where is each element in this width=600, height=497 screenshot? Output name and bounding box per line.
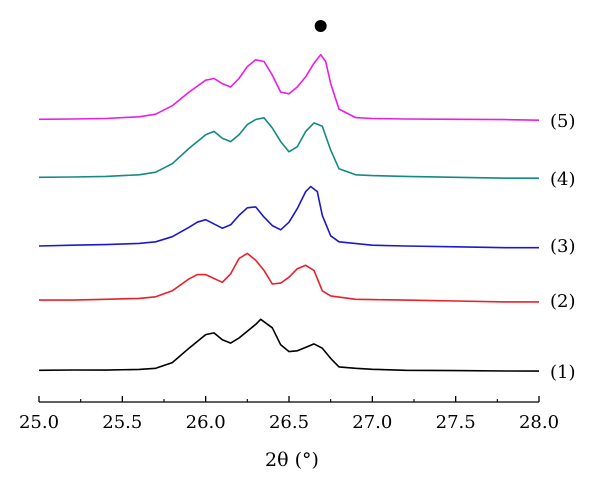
x-axis-title: 2θ (°)	[265, 449, 319, 471]
series-line-5	[38, 53, 540, 121]
x-tick-label-1: 25.5	[102, 412, 142, 433]
series-label-2: (2)	[550, 291, 576, 312]
x-tick-label-3: 26.5	[269, 412, 309, 433]
x-tick-label-2: 26.0	[186, 412, 226, 433]
series-line-1	[38, 318, 540, 372]
series-line-4	[38, 117, 539, 179]
series-label-5: (5)	[550, 111, 576, 132]
series-label-1: (1)	[550, 362, 576, 383]
series-line-3	[38, 185, 539, 249]
x-tick-label-4: 27.0	[352, 412, 392, 433]
peak-marker-dot	[314, 20, 327, 32]
series-labels: (1) (2) (3) (4) (5)	[550, 111, 576, 383]
series-label-4: (4)	[550, 169, 576, 190]
x-tick-label-5: 27.5	[436, 412, 476, 433]
x-tick-label-6: 28.0	[519, 412, 559, 433]
traces-group	[38, 53, 540, 372]
series-line-2	[39, 252, 539, 303]
x-axis: 25.0 25.5 26.0 26.5 27.0 27.5 28.0	[19, 396, 559, 433]
x-tick-label-0: 25.0	[19, 412, 59, 433]
series-label-3: (3)	[550, 236, 576, 257]
